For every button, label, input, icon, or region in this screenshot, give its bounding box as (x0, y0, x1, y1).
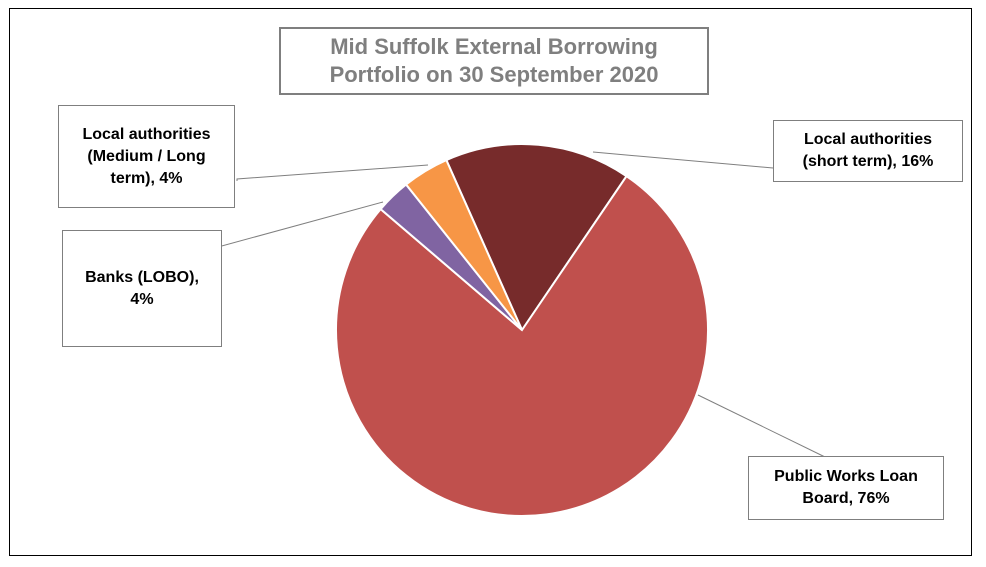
data-label-lobo: Banks (LOBO), 4% (62, 230, 222, 347)
pie-slice-1 (335, 174, 709, 517)
leader-line-pwlb (697, 394, 826, 458)
chart-title: Mid Suffolk External Borrowing Portfolio… (329, 34, 659, 87)
pie-slice-3 (404, 158, 523, 331)
data-label-medium-long: Local authorities (Medium / Long term), … (58, 105, 235, 208)
pie-slices (335, 143, 709, 517)
data-label-short-term: Local authorities (short term), 16% (773, 120, 963, 182)
pie-slice-0 (445, 143, 628, 333)
leader-line-medium-long (236, 164, 429, 181)
chart-title-box: Mid Suffolk External Borrowing Portfolio… (279, 27, 709, 95)
data-label-pwlb: Public Works Loan Board, 76% (748, 456, 944, 520)
leader-line-short-term (592, 151, 774, 169)
